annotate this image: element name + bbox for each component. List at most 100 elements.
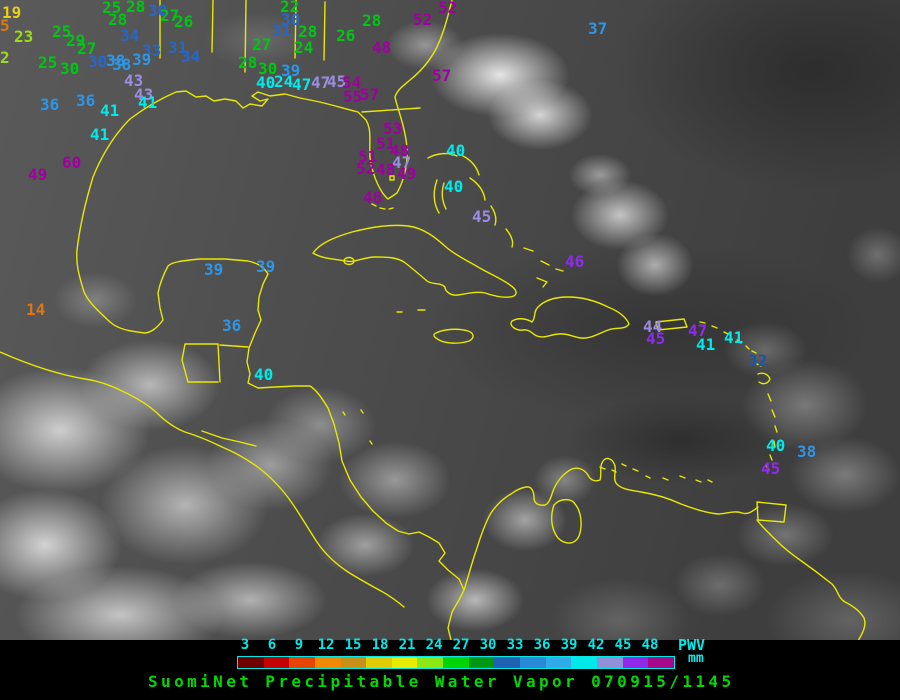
pwv-station: 28: [362, 11, 382, 30]
colorbar-segment: [289, 657, 315, 668]
pwv-station: 52: [413, 10, 433, 29]
lake-okeechobee: [389, 175, 395, 181]
pwv-station: 28: [238, 53, 258, 72]
state-borders: [159, 0, 421, 113]
colorbar-segment: [648, 657, 674, 668]
colorbar-segment: [468, 657, 495, 668]
colorbar-segment: [340, 657, 367, 668]
pwv-station: 45: [646, 329, 666, 348]
pwv-station: 25: [52, 22, 72, 41]
pwv-station: 39: [256, 257, 276, 276]
pwv-station: 45: [761, 459, 781, 478]
pwv-station: 44: [643, 317, 663, 336]
product-title: SuomiNet Precipitable Water Vapor 070915…: [148, 672, 735, 691]
colorbar-footer: 3 6 9 12 15 18 21 24 27 30 33 36 39 42 45 48 PWV mm Suo…: [0, 636, 900, 700]
pwv-station: 57: [432, 66, 452, 85]
pwv-station: 47: [311, 73, 331, 92]
colorbar-segment: [571, 657, 597, 668]
colorbar-tick: 18: [371, 637, 389, 653]
pwv-station: 36: [40, 95, 60, 114]
pwv-station: 48: [363, 188, 383, 207]
colorbar-segment: [596, 657, 623, 668]
pwv-station: 40: [256, 73, 276, 92]
pwv-station: 41: [724, 328, 744, 347]
pwv-colorbar: [237, 656, 675, 669]
pwv-station: 38: [797, 442, 817, 461]
pwv-station: 5: [0, 16, 10, 35]
pwv-station: 37: [588, 19, 608, 38]
pwv-station: 27: [160, 6, 180, 25]
lake-maracaibo: [550, 498, 582, 544]
pwv-station: 25: [102, 0, 122, 17]
pwv-station: 41: [696, 335, 716, 354]
bahamas-islands: [371, 152, 564, 313]
pwv-station: 52: [438, 0, 458, 17]
country-borders: [181, 343, 257, 447]
pwv-station: 47: [292, 75, 312, 94]
mainland-coast: [76, 0, 465, 640]
pwv-station: 48: [372, 38, 392, 57]
pwv-station: 39: [204, 260, 224, 279]
pwv-station: 60: [62, 153, 82, 172]
pwv-station: 30: [60, 59, 80, 78]
pwv-station: 36: [222, 316, 242, 335]
colorbar-tick: 21: [398, 637, 416, 653]
colorbar-tick: 12: [317, 637, 335, 653]
colorbar-segment: [391, 657, 418, 668]
pwv-station: 30: [88, 52, 108, 71]
pwv-station: 32: [748, 351, 768, 370]
pwv-station: 23: [14, 27, 34, 46]
cuba-coast: [312, 224, 517, 298]
colorbar-tick: 42: [587, 637, 605, 653]
colorbar-tick: 9: [294, 637, 304, 653]
pwv-station: 28: [108, 10, 128, 29]
pwv-station: 24: [294, 38, 314, 57]
isle-of-youth: [343, 256, 355, 266]
pwv-station: 49: [28, 165, 48, 184]
colorbar-segment: [366, 657, 392, 668]
colorbar-tick: 33: [506, 637, 524, 653]
pwv-station: 29: [66, 31, 86, 50]
pwv-station: 22: [280, 0, 300, 16]
colorbar-tick: 39: [560, 637, 578, 653]
pwv-unit-mm-label: mm: [688, 651, 704, 666]
pwv-station: 30: [281, 10, 301, 29]
pwv-station: 47: [392, 153, 412, 172]
colorbar-segment: [520, 657, 546, 668]
colorbar-tick: 48: [641, 637, 659, 653]
pwv-station: 28: [126, 0, 146, 16]
colorbar-segment: [417, 657, 444, 668]
pwv-station: 47: [688, 321, 708, 340]
venezuela-islands: [342, 409, 713, 483]
pwv-station: 2: [0, 48, 10, 67]
pwv-station: 51: [376, 134, 396, 153]
colorbar-segment: [263, 657, 290, 668]
colorbar-segment: [545, 657, 572, 668]
pwv-station: 34: [181, 47, 201, 66]
cloud-imagery-layer: [0, 0, 900, 640]
pwv-station: 40: [446, 141, 466, 160]
colorbar-tick: 45: [614, 637, 632, 653]
lesser-antilles: [699, 321, 778, 471]
colorbar-tick: 15: [344, 637, 362, 653]
pwv-station: 38: [106, 51, 126, 70]
pwv-station: 26: [336, 26, 356, 45]
pwv-station: 40: [444, 177, 464, 196]
colorbar-segment: [494, 657, 521, 668]
puerto-rico-coast: [655, 318, 688, 331]
pwv-station: 43: [124, 71, 144, 90]
pwv-station: 57: [360, 85, 380, 104]
pwv-station: 45: [327, 72, 347, 91]
pwv-station: 19: [2, 3, 22, 22]
pwv-station: 51: [358, 147, 378, 166]
pwv-station: 39: [132, 50, 152, 69]
pwv-station: 41: [138, 93, 158, 112]
pwv-station: 54: [342, 73, 362, 92]
pwv-station: 14: [26, 300, 46, 319]
colorbar-tick: 27: [452, 637, 470, 653]
pwv-station: 46: [565, 252, 585, 271]
pwv-station: 25: [38, 53, 58, 72]
pwv-station: 26: [174, 12, 194, 31]
pwv-station: 49: [397, 164, 417, 183]
colorbar-segment: [622, 657, 649, 668]
